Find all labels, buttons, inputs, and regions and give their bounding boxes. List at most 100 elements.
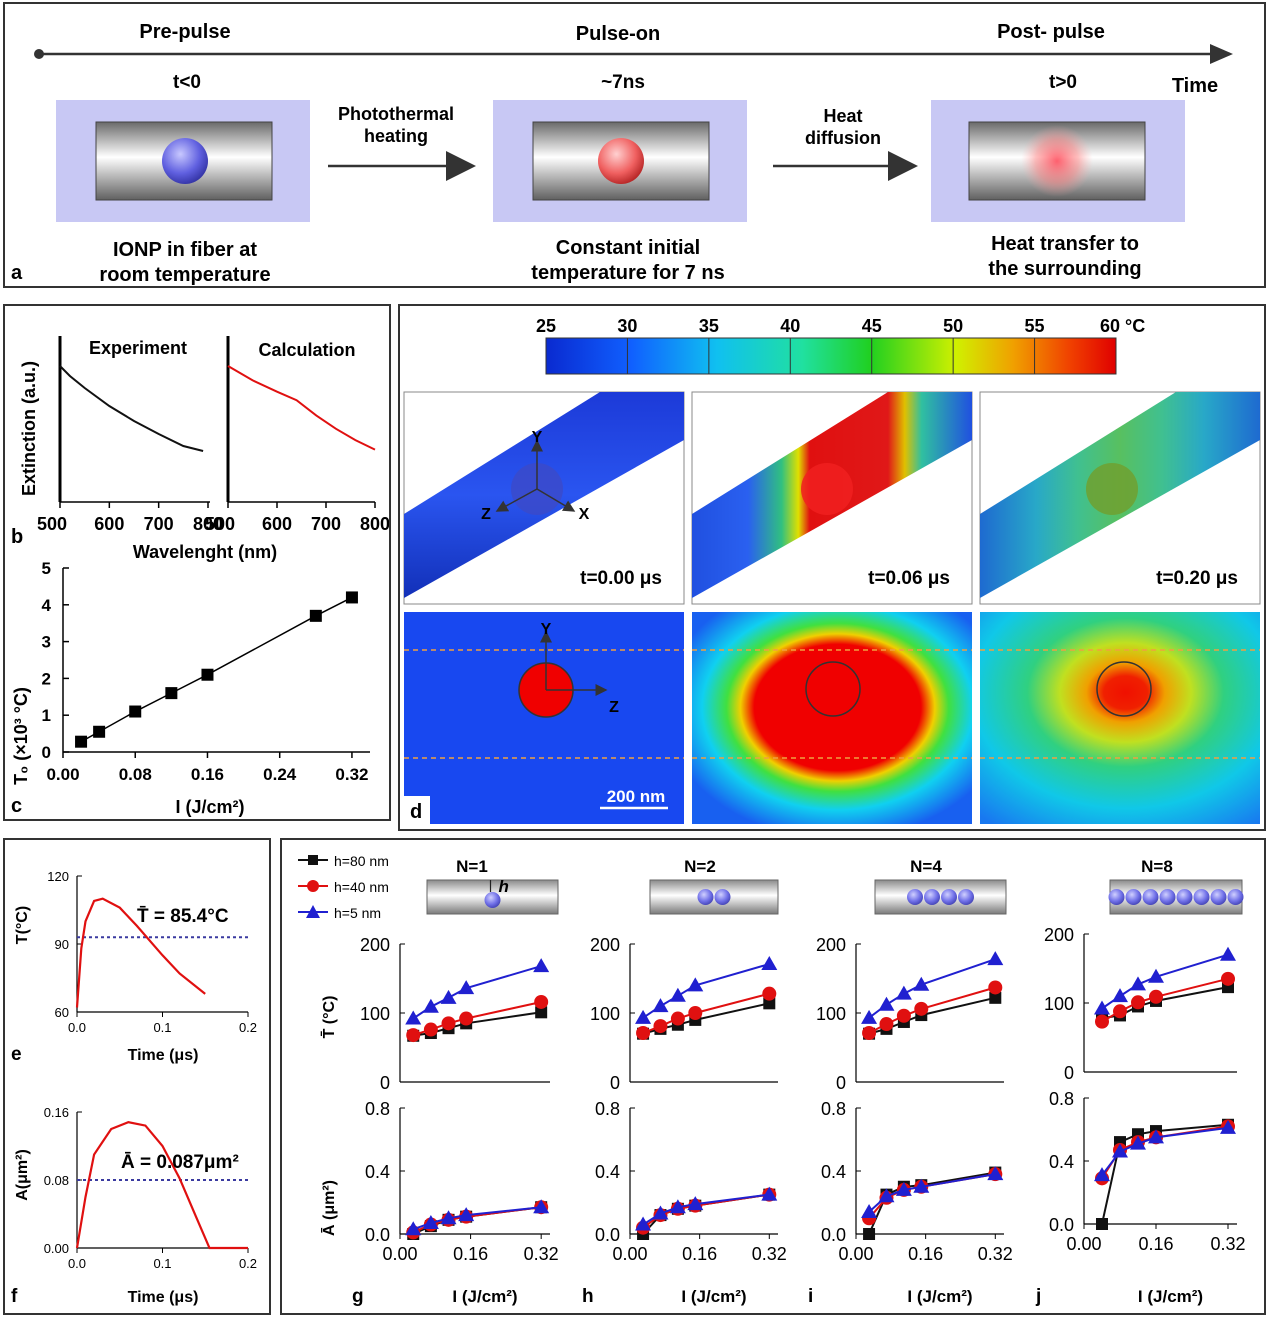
arrow-label: Heat <box>823 106 862 126</box>
b-calculation-title: Calculation <box>258 340 355 360</box>
ytick-label: 0.8 <box>1049 1089 1074 1109</box>
b-experiment-curve <box>59 365 204 452</box>
d-map-1 <box>404 612 684 824</box>
panel-letter: e <box>11 1044 22 1065</box>
triangle-marker <box>861 1009 878 1024</box>
e-xlabel: Time (μs) <box>128 1047 199 1064</box>
circle-marker <box>762 986 777 1001</box>
xtick-label: 0.1 <box>153 1020 171 1035</box>
b-experiment-title: Experiment <box>89 338 187 358</box>
ytick-label: 90 <box>55 937 69 952</box>
c-xtick-label: 0.24 <box>263 765 297 784</box>
circle-marker <box>1221 971 1235 986</box>
xtick-label: 0.2 <box>239 1256 257 1271</box>
time-curve <box>75 897 206 1008</box>
panel-gj: h=80 nm h=40 nm h=5 nm N=1 h 0 100 200 0.0 0.4… <box>280 838 1266 1315</box>
b-tick-label: 600 <box>94 514 124 534</box>
nanoparticle-icon <box>484 892 501 908</box>
stage-caption: temperature for 7 ns <box>531 262 724 284</box>
ytick-label: 100 <box>1044 994 1074 1014</box>
colorbar-tick-label: 30 <box>617 316 637 336</box>
gj-bottom-ylabel: Ā (μm²) <box>319 1180 338 1236</box>
xtick-label: 0.00 <box>1066 1234 1101 1254</box>
h-gap-label: h <box>499 877 509 896</box>
c-data-point <box>75 735 88 748</box>
circle-marker <box>1113 1004 1127 1019</box>
b-tick-label: 700 <box>144 514 174 534</box>
b-tick-label: 700 <box>311 514 341 534</box>
square-marker <box>535 1006 548 1019</box>
colorbar-tick-label: 60 °C <box>1100 316 1145 336</box>
ytick-label: 0.0 <box>365 1225 390 1245</box>
panel-ef-svg: 60 90 120 0.0 0.1 0.2 T(°C) Time (μs) T̄ = 85… <box>11 869 257 1307</box>
triangle-marker <box>987 1166 1004 1181</box>
circle-marker <box>879 1017 894 1032</box>
b-calculation-curve <box>227 365 376 451</box>
colorbar-tick-label: 55 <box>1025 316 1045 336</box>
xtick-label: 0.32 <box>752 1244 787 1264</box>
axis-label-y: Y <box>532 429 543 446</box>
circle-marker <box>406 1028 421 1043</box>
b-ylabel: Extinction (a.u.) <box>19 361 39 496</box>
c-xtick-label: 0.16 <box>191 765 224 784</box>
ytick-label: 0.4 <box>821 1162 846 1182</box>
triangle-marker <box>687 1196 704 1211</box>
panel-bc: Extinction (a.u.) Experiment Calculation… <box>3 304 391 821</box>
triangle-marker <box>1130 976 1146 991</box>
diffuse-red-sphere-icon <box>1021 125 1093 197</box>
triangle-marker <box>1148 968 1164 983</box>
time-label: t=0.00 μs <box>580 568 662 589</box>
colorbar-tick-label: 45 <box>862 316 882 336</box>
ytick-label: 0.08 <box>44 1173 69 1188</box>
square-marker <box>989 991 1002 1004</box>
gj-xlabel: I (J/cm²) <box>681 1287 746 1306</box>
colorbar-tick-label: 40 <box>780 316 800 336</box>
triangle-marker <box>533 958 550 973</box>
nanoparticle-icon <box>1125 889 1142 905</box>
panel-ef: 60 90 120 0.0 0.1 0.2 T(°C) Time (μs) T̄ = 85… <box>3 838 271 1315</box>
triangle-marker <box>422 1214 439 1229</box>
stage-time: ~7ns <box>601 72 645 93</box>
ytick-label: 0 <box>610 1073 620 1093</box>
fiber-cylinder <box>649 879 779 915</box>
ytick-label: 100 <box>590 1004 620 1024</box>
xtick-label: 0.16 <box>1138 1234 1173 1254</box>
xtick-label: 0.0 <box>68 1256 86 1271</box>
triangle-marker <box>761 1186 778 1201</box>
xtick-label: 0.16 <box>908 1244 943 1264</box>
triangle-marker <box>913 1178 930 1193</box>
triangle-marker <box>533 1199 550 1214</box>
z-axis-arrow <box>495 488 538 512</box>
triangle-marker <box>878 996 895 1011</box>
stage-name: Pulse-on <box>576 23 660 45</box>
ytick-label: 100 <box>816 1004 846 1024</box>
ytick-label: 60 <box>55 1005 69 1020</box>
circle-marker <box>670 1011 685 1026</box>
triangle-marker <box>1130 1135 1146 1150</box>
c-ytick-label: 3 <box>42 633 51 652</box>
legend-triangle-marker <box>306 905 320 918</box>
b-tick-label: 500 <box>37 514 67 534</box>
scale-bar-label: 200 nm <box>607 787 666 806</box>
b-xlabel: Wavelenght (nm) <box>133 542 277 562</box>
triangle-marker <box>405 1221 422 1236</box>
blue-sphere-icon <box>162 138 208 184</box>
stage-caption: Constant initial <box>556 237 700 259</box>
ytick-label: 0 <box>836 1073 846 1093</box>
triangle-marker <box>405 1010 422 1025</box>
panel-d: 25 30 35 40 45 50 55 60 °C Y Z X t=0.00 μs t=0.… <box>398 304 1266 831</box>
c-data-point <box>129 705 142 718</box>
c-ytick-label: 4 <box>42 596 52 615</box>
f-xlabel: Time (μs) <box>128 1289 199 1306</box>
circle-marker <box>896 1008 911 1023</box>
c-xtick-label: 0.08 <box>119 765 152 784</box>
nanoparticle-icon <box>1227 889 1244 905</box>
circle-marker <box>688 1006 703 1020</box>
ytick-label: 200 <box>1044 925 1074 945</box>
stage-caption: room temperature <box>99 264 270 286</box>
triangle-marker <box>652 1205 669 1220</box>
time-axis-arrowhead-icon <box>1210 44 1233 64</box>
triangle-marker <box>1112 988 1128 1003</box>
stage-time: t>0 <box>1049 72 1077 93</box>
red-sphere-icon <box>598 138 644 184</box>
